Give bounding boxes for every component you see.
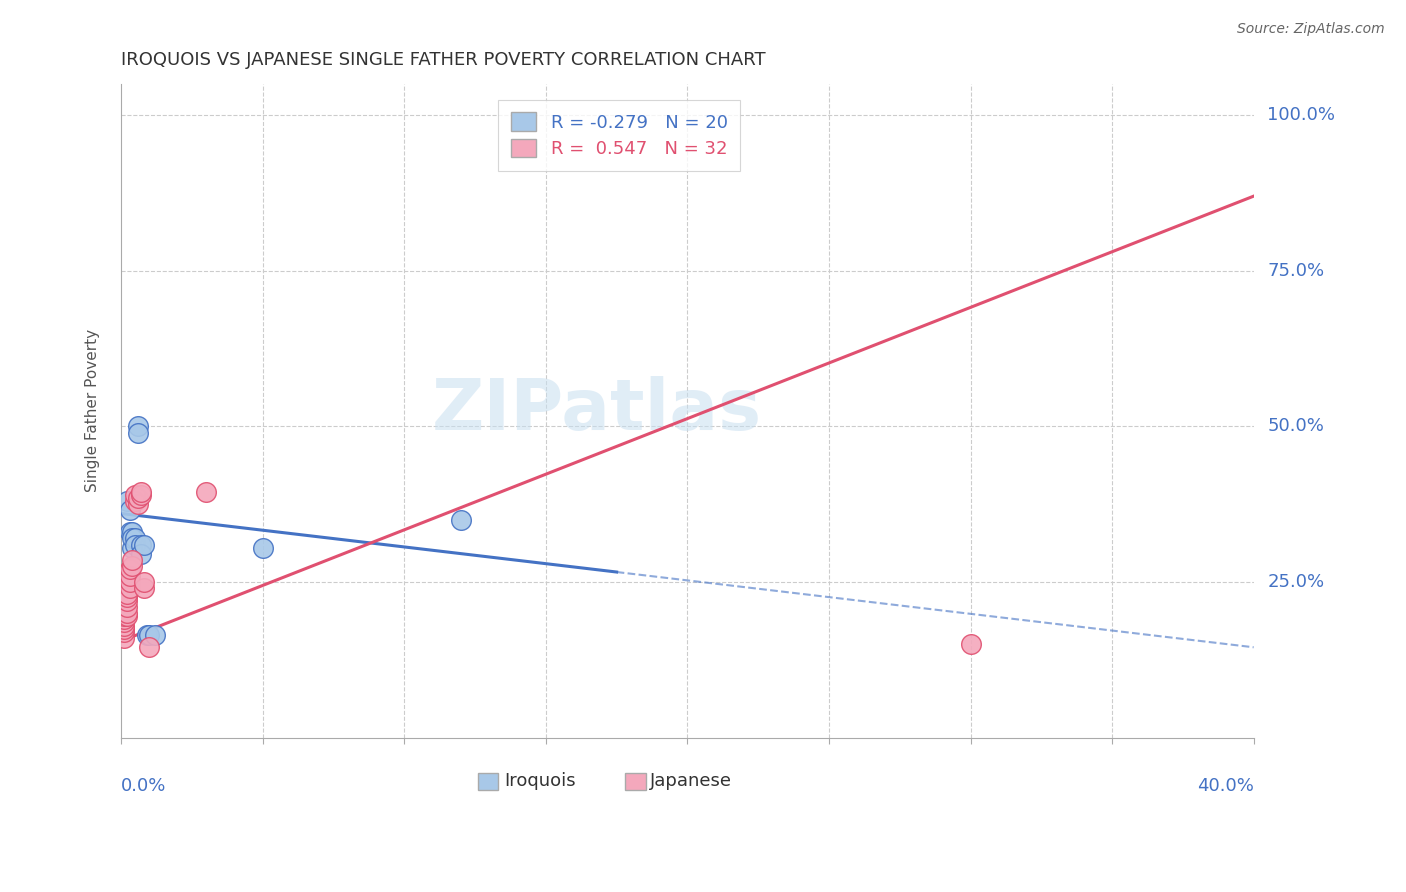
FancyBboxPatch shape xyxy=(478,773,498,789)
Point xyxy=(143,628,166,642)
Text: 100.0%: 100.0% xyxy=(1267,106,1336,124)
Point xyxy=(115,587,138,601)
Point xyxy=(129,538,152,552)
Point xyxy=(118,525,141,540)
Point xyxy=(121,553,143,567)
Point xyxy=(121,541,143,555)
Point xyxy=(112,624,135,639)
Point xyxy=(112,631,135,645)
Point xyxy=(112,622,135,636)
Point xyxy=(112,609,135,624)
Point xyxy=(127,419,149,434)
Point xyxy=(124,532,146,546)
Point xyxy=(129,547,152,561)
Point xyxy=(118,574,141,589)
Point xyxy=(124,494,146,508)
Text: 25.0%: 25.0% xyxy=(1267,573,1324,591)
Point xyxy=(115,609,138,624)
Legend: R = -0.279   N = 20, R =  0.547   N = 32: R = -0.279 N = 20, R = 0.547 N = 32 xyxy=(499,100,741,171)
Text: Japanese: Japanese xyxy=(650,772,733,790)
Point xyxy=(115,606,138,620)
FancyBboxPatch shape xyxy=(626,773,645,789)
Point xyxy=(129,488,152,502)
Point xyxy=(132,574,155,589)
Point xyxy=(112,593,135,607)
Point xyxy=(115,494,138,508)
Text: Source: ZipAtlas.com: Source: ZipAtlas.com xyxy=(1237,22,1385,37)
Point xyxy=(132,538,155,552)
Text: IROQUOIS VS JAPANESE SINGLE FATHER POVERTY CORRELATION CHART: IROQUOIS VS JAPANESE SINGLE FATHER POVER… xyxy=(121,51,766,69)
Point xyxy=(112,609,135,624)
Y-axis label: Single Father Poverty: Single Father Poverty xyxy=(86,329,100,492)
Point xyxy=(112,612,135,626)
Point xyxy=(118,562,141,576)
Point xyxy=(124,538,146,552)
Point xyxy=(112,618,135,632)
Point xyxy=(124,488,146,502)
Point xyxy=(135,628,157,642)
Point xyxy=(127,491,149,505)
Point xyxy=(121,559,143,574)
Point xyxy=(252,541,274,555)
Point xyxy=(127,497,149,511)
Point xyxy=(132,581,155,595)
Text: 75.0%: 75.0% xyxy=(1267,262,1324,280)
Point xyxy=(112,615,135,630)
Point xyxy=(115,591,138,605)
Point xyxy=(115,599,138,614)
Point xyxy=(112,606,135,620)
Point xyxy=(115,593,138,607)
Point xyxy=(112,603,135,617)
Point xyxy=(118,568,141,582)
Text: 50.0%: 50.0% xyxy=(1267,417,1324,435)
Point xyxy=(121,525,143,540)
Point xyxy=(129,484,152,499)
Text: 40.0%: 40.0% xyxy=(1197,777,1254,795)
Point xyxy=(138,640,160,655)
Point xyxy=(121,532,143,546)
Point xyxy=(959,637,981,651)
Point xyxy=(138,628,160,642)
Text: Iroquois: Iroquois xyxy=(503,772,575,790)
Text: ZIPatlas: ZIPatlas xyxy=(432,376,762,445)
Point xyxy=(118,503,141,517)
Point xyxy=(127,425,149,440)
Point xyxy=(195,484,218,499)
Point xyxy=(450,513,472,527)
Text: 0.0%: 0.0% xyxy=(121,777,166,795)
Point xyxy=(118,581,141,595)
